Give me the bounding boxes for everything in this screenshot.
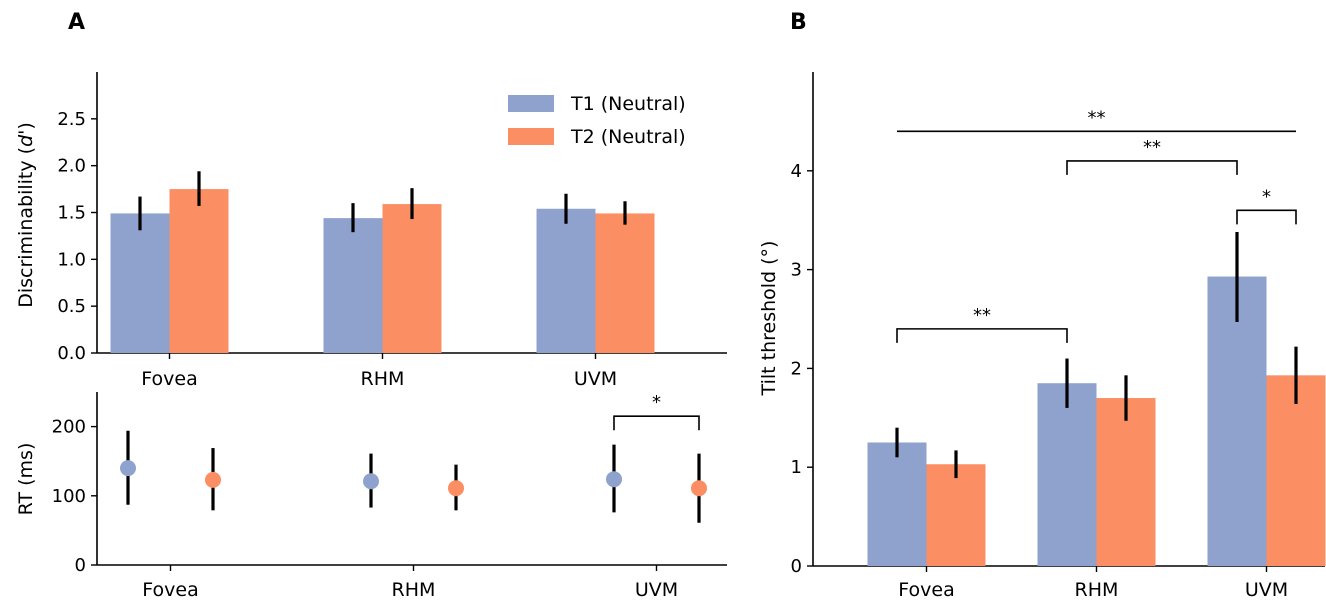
discriminability-y-tick-label: 1.0 — [57, 249, 86, 270]
reaction_time-y-tick-label: 0 — [75, 555, 86, 576]
discriminability-y-tick-label: 2.5 — [57, 109, 86, 130]
discriminability-x-tick-label: Fovea — [141, 368, 197, 390]
tilt_threshold-significance-label: * — [1262, 186, 1271, 207]
reaction_time-significance-bracket — [613, 415, 700, 431]
tilt_threshold-significance-label: ** — [1088, 107, 1106, 128]
tilt_threshold-bar — [1266, 375, 1326, 566]
discriminability-bar — [536, 208, 596, 353]
legend-swatch-t2 — [508, 128, 554, 145]
reaction_time-point — [363, 473, 379, 490]
rt-y-axis-label: RT (ms) — [15, 443, 37, 516]
reaction_time-x-tick-label: RHM — [392, 579, 436, 601]
discriminability-y-tick-label: 1.5 — [57, 203, 86, 224]
legend: T1 (Neutral) T2 (Neutral) — [508, 93, 686, 148]
tilt_threshold-x-tick-label: UVM — [1245, 579, 1288, 601]
tilt_threshold-bar — [867, 442, 927, 566]
discriminability-bar — [323, 218, 383, 353]
tilt_threshold-significance-bracket — [896, 328, 1068, 343]
tilt_threshold-significance-bracket — [1236, 209, 1297, 225]
discriminability-x-tick-label: RHM — [361, 368, 405, 390]
tilt_threshold-bar — [1037, 383, 1097, 566]
reaction_time-y-tick-label: 100 — [52, 486, 86, 507]
tilt_threshold-y-tick-label: 4 — [791, 161, 802, 182]
reaction-time-chart: 0 100 200 Fovea RHM UVM * — [52, 392, 727, 601]
panel-a-label: A — [68, 10, 85, 35]
legend-swatch-t1 — [508, 95, 554, 112]
tilt_threshold-bar — [1096, 398, 1156, 566]
reaction_time-point — [606, 471, 622, 488]
discriminability-bar — [110, 213, 170, 353]
discriminability-y-tick-label: 2.0 — [57, 156, 86, 177]
legend-label-t1: T1 (Neutral) — [570, 93, 686, 115]
tilt_threshold-y-tick-label: 3 — [791, 260, 802, 281]
reaction_time-significance-label: * — [652, 392, 661, 413]
discriminability-bar — [595, 213, 655, 353]
panel-b-label: B — [790, 10, 807, 35]
tilt_threshold-significance-label: ** — [1143, 137, 1161, 158]
reaction_time-x-tick-label: UVM — [635, 579, 678, 601]
tilt_threshold-x-tick-label: RHM — [1075, 579, 1119, 601]
tilt_threshold-x-tick-label: Fovea — [898, 579, 954, 601]
discriminability-bar — [382, 204, 442, 353]
tilt-y-axis-label: Tilt threshold (°) — [758, 241, 780, 397]
tilt_threshold-y-tick-label: 1 — [791, 457, 802, 478]
disc-y-axis-label: Discriminability (d') — [15, 122, 37, 308]
reaction_time-point — [120, 460, 136, 477]
tilt_threshold-bar — [926, 464, 986, 566]
reaction_time-point — [691, 480, 707, 497]
discriminability-chart: 0.0 0.5 1.0 1.5 2.0 2.5 Fovea RHM UVM — [57, 72, 727, 390]
tilt_threshold-significance-label: ** — [973, 305, 991, 326]
tilt_threshold-bar — [1207, 276, 1267, 566]
reaction_time-y-tick-label: 200 — [52, 417, 86, 438]
reaction_time-point — [205, 471, 221, 488]
tilt_threshold-y-tick-label: 2 — [791, 358, 802, 379]
tilt_threshold-y-tick-label: 0 — [791, 556, 802, 577]
discriminability-x-tick-label: UVM — [574, 368, 617, 390]
legend-label-t2: T2 (Neutral) — [570, 126, 686, 148]
reaction_time-point — [448, 480, 464, 497]
discriminability-bar — [169, 189, 229, 353]
discriminability-y-tick-label: 0.5 — [57, 296, 86, 317]
reaction_time-x-tick-label: Fovea — [142, 579, 198, 601]
tilt_threshold-significance-bracket — [1066, 160, 1238, 175]
discriminability-y-tick-label: 0.0 — [57, 343, 86, 364]
